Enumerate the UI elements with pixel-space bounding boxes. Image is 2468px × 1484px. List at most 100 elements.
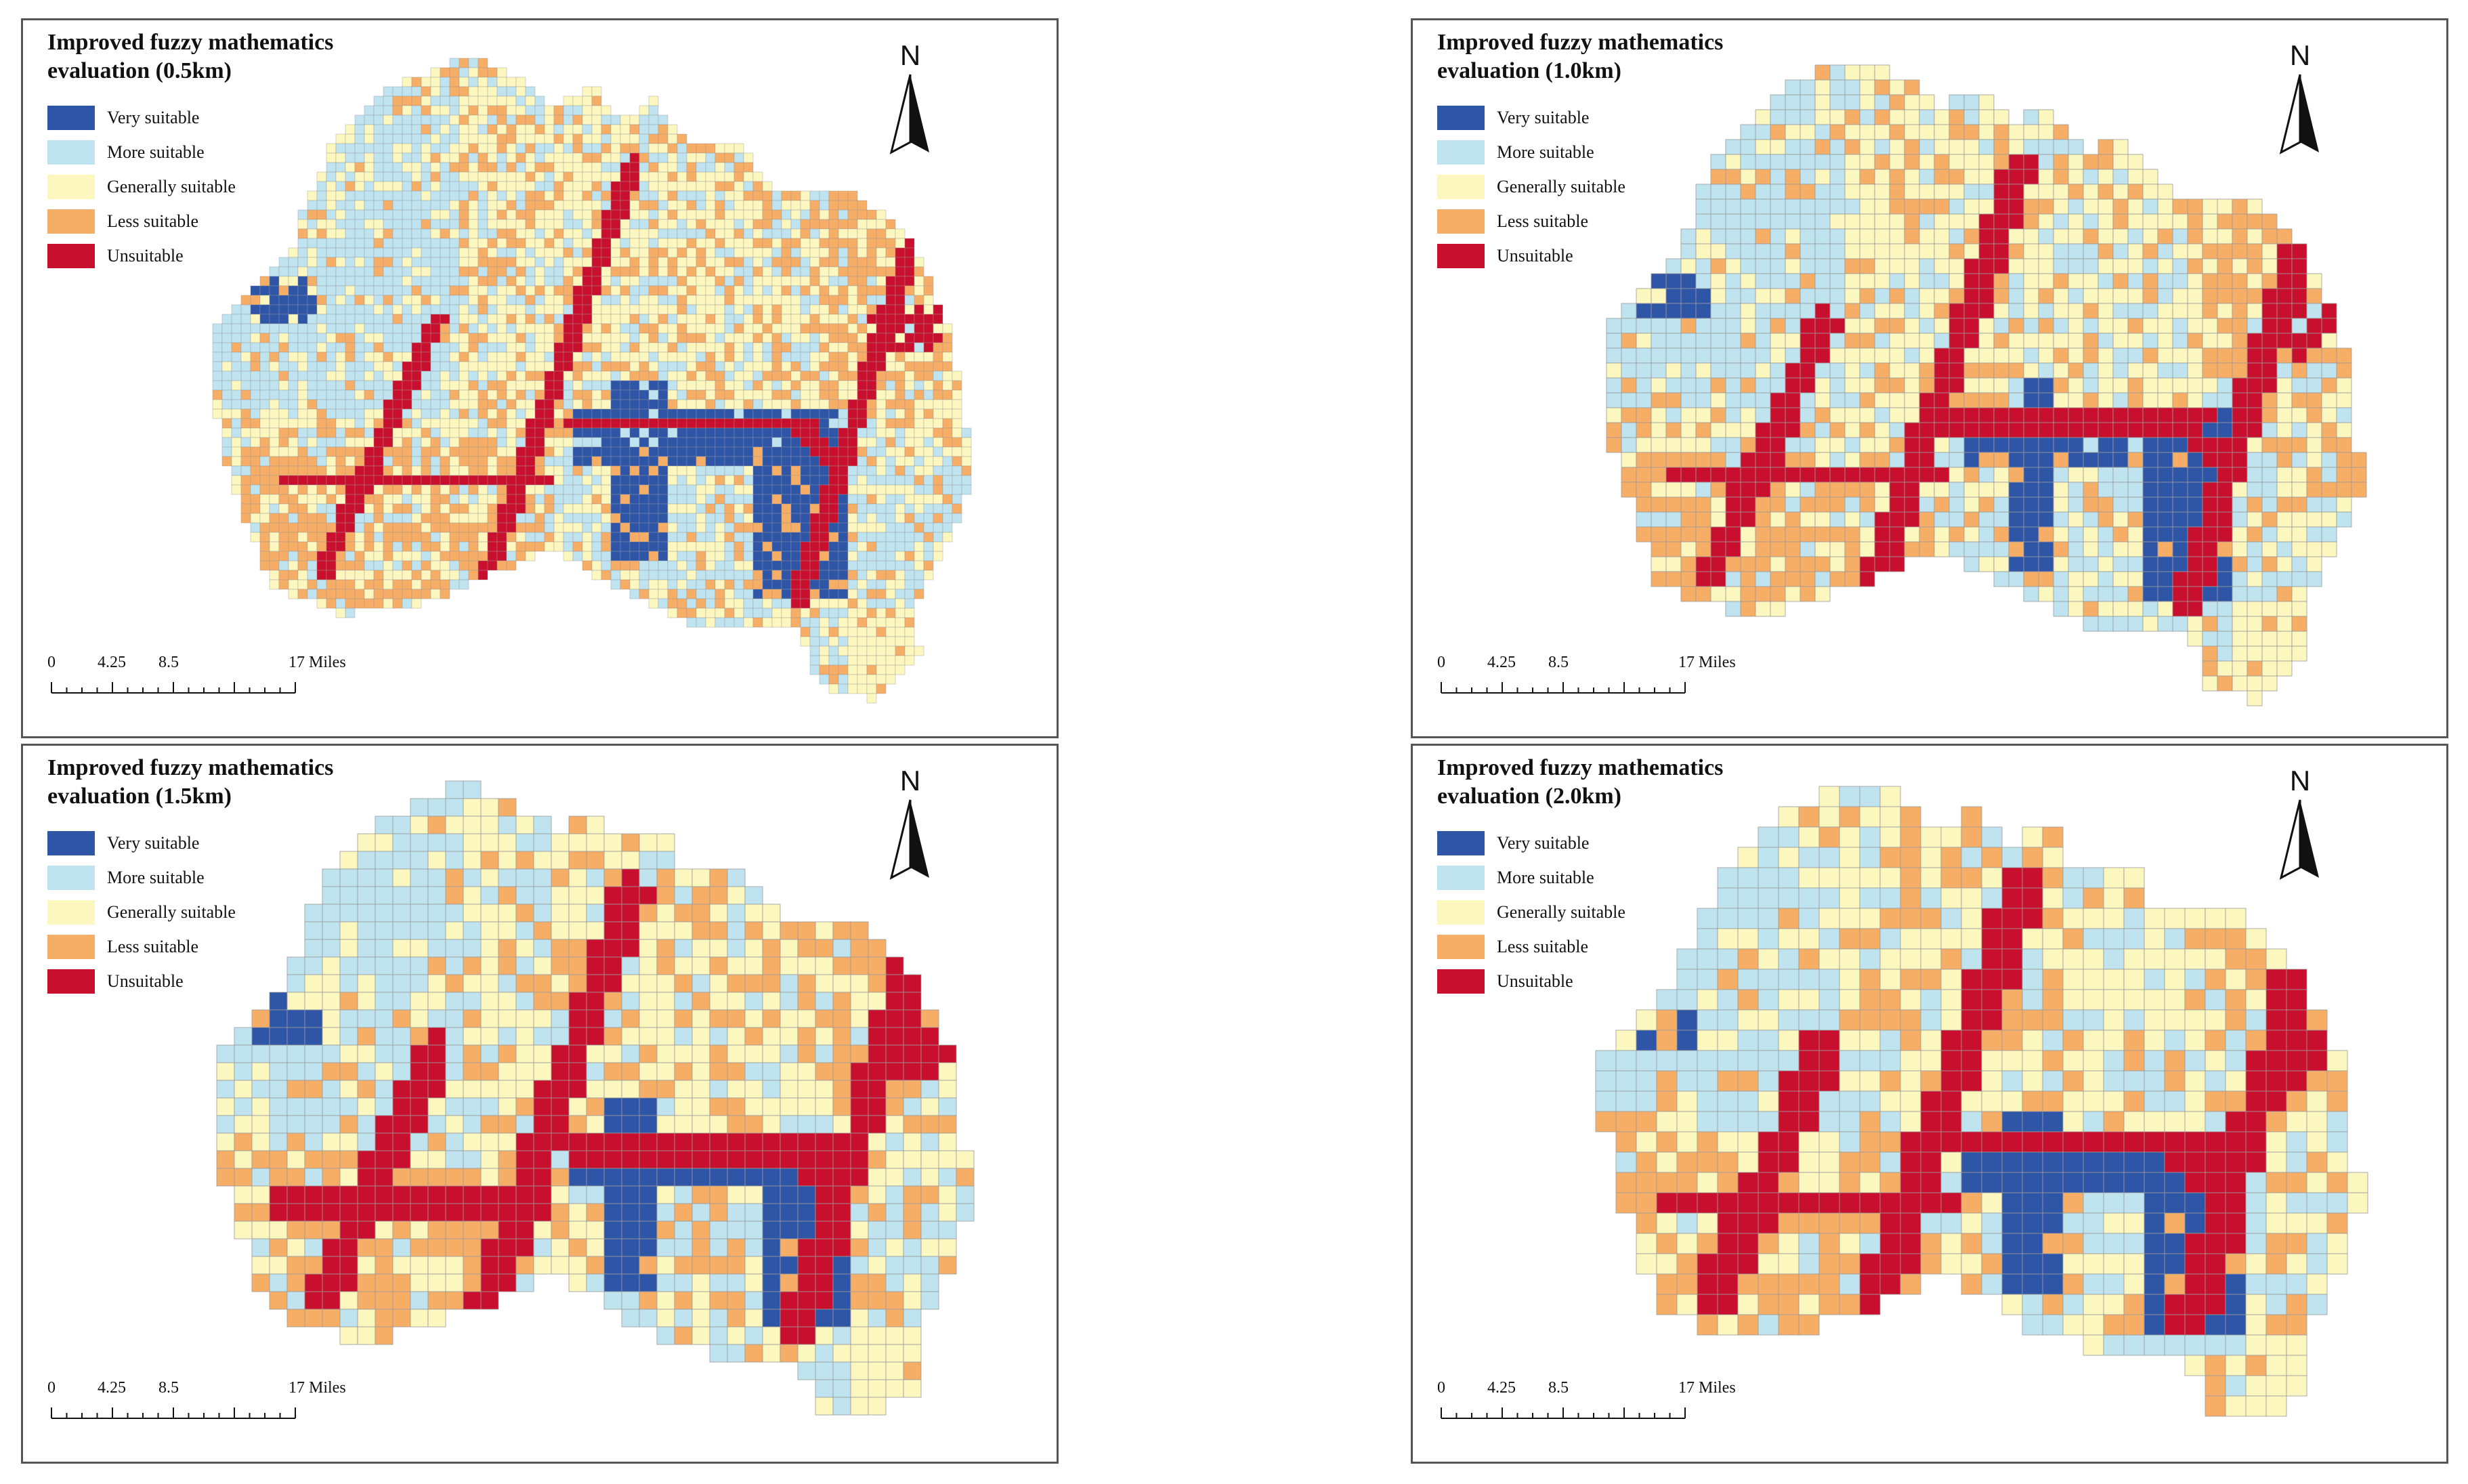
grid-cell-more (914, 579, 924, 590)
grid-cell-less (895, 399, 906, 410)
grid-cell-less (2306, 288, 2322, 304)
grid-cell-unsuit (866, 352, 877, 362)
grid-cell-more (1800, 228, 1816, 245)
grid-cell-less (1755, 511, 1771, 528)
grid-cell-more (923, 513, 934, 524)
grid-cell-less (828, 532, 839, 543)
grid-cell-general (1978, 482, 1995, 498)
grid-cell-more (563, 380, 574, 391)
grid-cell-very (781, 475, 792, 486)
grid-cell-unsuit (696, 418, 706, 429)
grid-cell-more (421, 228, 431, 239)
grid-cell-more (914, 484, 924, 495)
grid-cell-less (648, 162, 659, 173)
grid-cell-general (1919, 303, 1935, 319)
grid-cell-more (250, 380, 261, 391)
legend-swatch (47, 209, 95, 234)
grid-cell-less (2098, 154, 2114, 170)
grid-cell-very (2098, 437, 2114, 453)
grid-cell-more (354, 190, 365, 201)
grid-cell-more (1621, 318, 1637, 334)
grid-cell-less (667, 342, 678, 353)
grid-cell-general (705, 276, 716, 287)
grid-cell-more (449, 257, 460, 268)
grid-cell-general (1919, 94, 1935, 110)
grid-cell-general (525, 285, 536, 296)
grid-cell-unsuit (591, 276, 602, 287)
grid-cell-unsuit (828, 484, 839, 495)
grid-cell-more (430, 380, 441, 391)
grid-cell-more (724, 494, 735, 505)
grid-cell-more (563, 475, 574, 486)
grid-cell-very (781, 579, 792, 590)
grid-cell-general (2023, 333, 2039, 349)
grid-cell-general (705, 333, 716, 343)
grid-cell-general (733, 285, 744, 296)
grid-cell-less (326, 522, 337, 533)
grid-cell-general (582, 86, 593, 97)
grid-cell-more (809, 190, 820, 201)
grid-cell-very (771, 513, 782, 524)
grid-cell-very (658, 427, 668, 438)
grid-cell-unsuit (1919, 407, 1935, 423)
grid-cell-more (1755, 407, 1771, 423)
grid-cell-more (411, 228, 422, 239)
grid-cell-less (601, 389, 612, 400)
grid-cell-more (733, 219, 744, 230)
scale-tick-label: 17 Miles (289, 654, 346, 671)
grid-cell-general (402, 427, 412, 438)
grid-cell-general (487, 209, 498, 220)
grid-cell-general (857, 645, 868, 656)
grid-cell-more (800, 361, 811, 372)
grid-cell-less (468, 190, 479, 201)
grid-cell-general (525, 380, 536, 391)
grid-cell-unsuit (544, 475, 555, 486)
grid-cell-less (781, 389, 792, 400)
grid-cell-less (345, 427, 356, 438)
grid-cell-less (316, 418, 327, 429)
grid-cell-less (1949, 124, 1965, 140)
grid-cell-very (781, 446, 792, 457)
grid-cell-less (866, 408, 877, 419)
grid-cell-less (373, 598, 384, 609)
grid-cell-more (904, 589, 915, 599)
grid-cell-general (686, 276, 697, 287)
grid-cell-more (2083, 169, 2099, 185)
grid-cell-very (819, 475, 830, 486)
grid-cell-more (373, 370, 384, 381)
grid-cell-general (1785, 333, 1801, 349)
grid-cell-general (724, 143, 735, 154)
grid-cell-very (838, 494, 849, 505)
grid-cell-less (440, 333, 450, 343)
grid-cell-general (876, 484, 887, 495)
grid-cell-more (1725, 198, 1741, 215)
grid-cell-more (563, 532, 574, 543)
grid-cell-more (392, 190, 403, 201)
grid-cell-more (364, 342, 375, 353)
grid-cell-very (610, 475, 621, 486)
grid-cell-very (269, 285, 280, 296)
grid-cell-more (392, 238, 403, 249)
grid-cell-unsuit (1889, 511, 1905, 528)
grid-cell-unsuit (383, 437, 393, 448)
grid-cell-less (942, 437, 953, 448)
grid-cell-more (430, 532, 441, 543)
grid-cell-more (696, 465, 706, 476)
grid-cell-general (2068, 467, 2084, 483)
grid-cell-unsuit (430, 475, 441, 486)
grid-cell-general (743, 361, 754, 372)
grid-cell-unsuit (1710, 526, 1726, 543)
grid-cell-more (1710, 184, 1726, 200)
grid-cell-more (866, 503, 877, 514)
grid-cell-general (2112, 139, 2129, 155)
grid-cell-unsuit (667, 418, 678, 429)
grid-cell-more (326, 171, 337, 182)
grid-cell-unsuit (838, 465, 849, 476)
grid-cell-more (923, 475, 934, 486)
grid-cell-general (421, 494, 431, 505)
grid-cell-more (459, 295, 469, 305)
grid-cell-general (449, 352, 460, 362)
grid-cell-more (449, 323, 460, 334)
grid-cell-unsuit (857, 408, 868, 419)
grid-cell-less (477, 152, 488, 163)
